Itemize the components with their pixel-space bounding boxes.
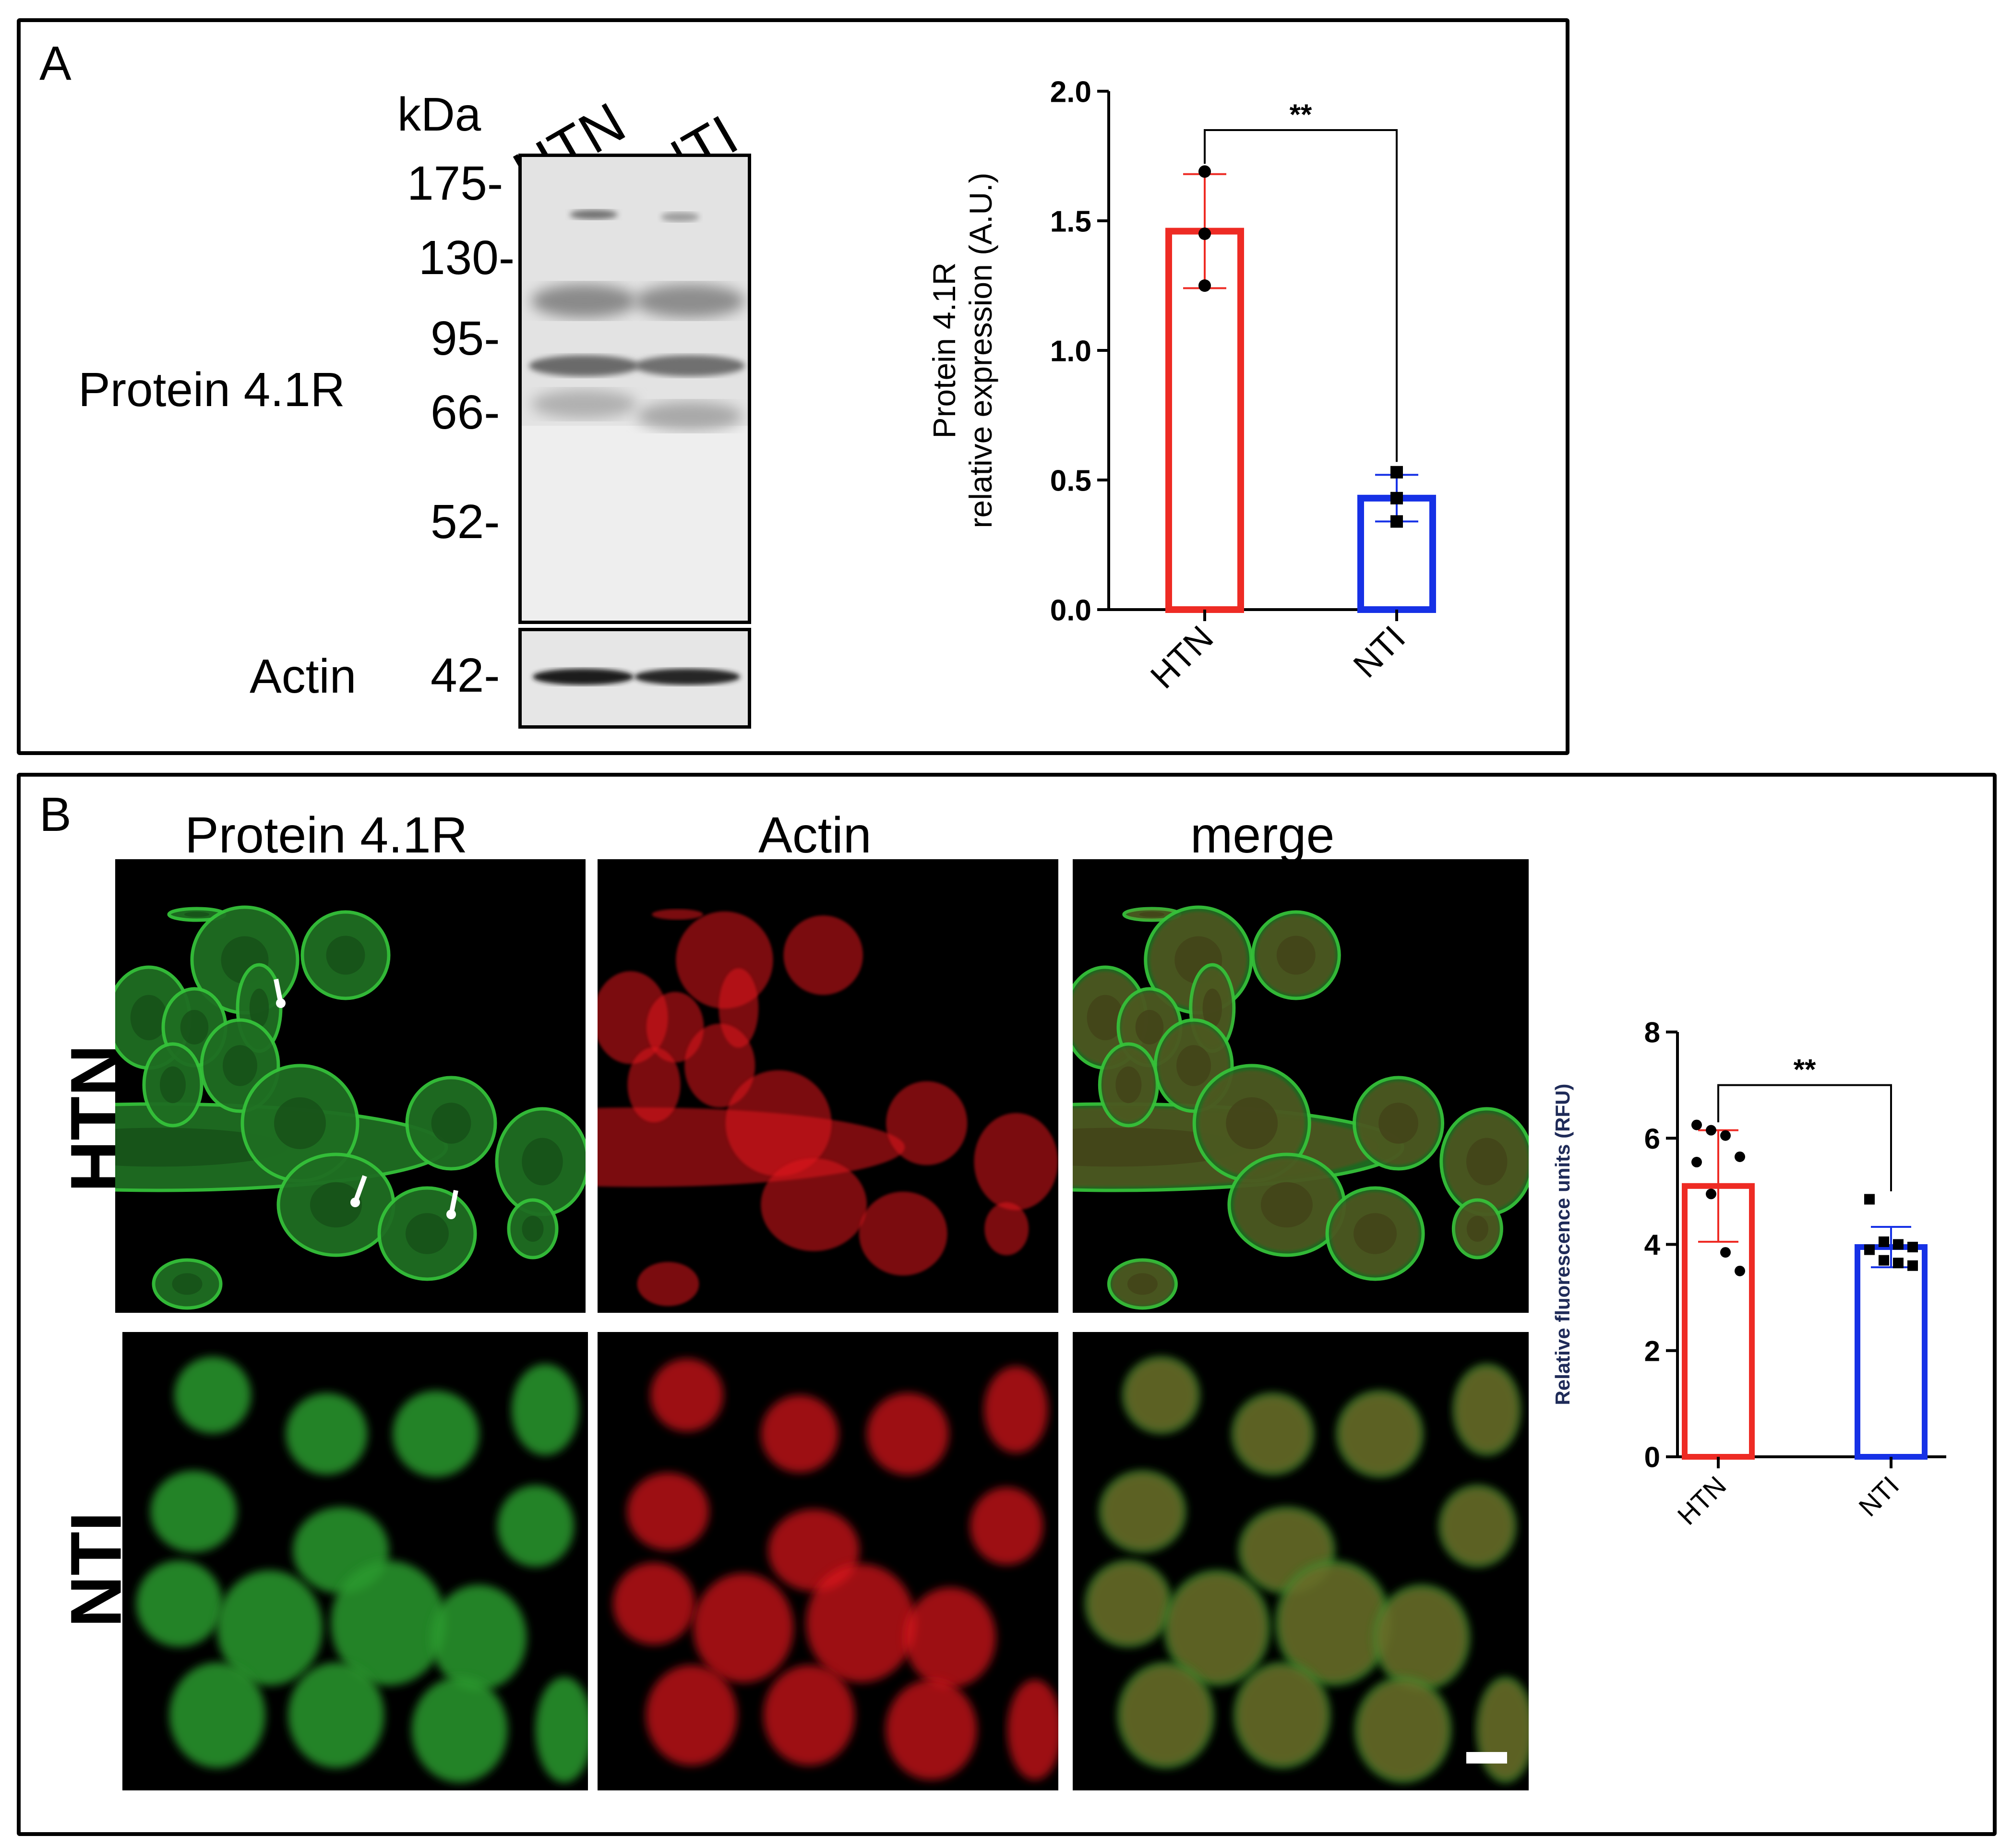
x-tick-label: NTI — [1346, 619, 1413, 685]
data-point — [1720, 1247, 1731, 1258]
data-point — [1390, 466, 1403, 479]
micrograph-nti-actin — [598, 1332, 1058, 1790]
y-tick-label: 4 — [1644, 1229, 1661, 1261]
data-point — [1907, 1242, 1918, 1253]
y-tick-label: 6 — [1644, 1123, 1660, 1155]
y-tick-label: 0.5 — [1050, 464, 1091, 497]
significance-label: ** — [1290, 98, 1312, 131]
data-point — [1907, 1260, 1918, 1271]
data-point — [1198, 228, 1211, 240]
marker-130: 130- — [419, 231, 515, 285]
kda-label: kDa — [397, 88, 481, 141]
panel-b — [17, 773, 1997, 1836]
data-point — [1198, 279, 1211, 292]
panel-a-letter: A — [39, 36, 72, 90]
blot-label-protein: Protein 4.1R — [78, 363, 345, 417]
y-tick-label: 2.0 — [1050, 75, 1091, 108]
micrograph-htn-protein — [115, 859, 586, 1313]
data-point — [1879, 1236, 1889, 1247]
micrograph-htn-merge — [1073, 859, 1529, 1313]
panel-a — [17, 18, 1569, 755]
y-axis-label: Relative fluorescence units (RFU) — [1551, 1084, 1574, 1405]
blot-label-actin: Actin — [250, 649, 357, 703]
western-blot-protein — [518, 154, 751, 624]
y-axis-label: Protein 4.1R — [926, 263, 962, 439]
data-point — [1893, 1239, 1904, 1250]
western-blot-actin — [518, 628, 751, 729]
marker-95: 95- — [431, 312, 500, 365]
y-tick-label: 1.5 — [1050, 205, 1091, 238]
x-tick-label: HTN — [1143, 619, 1221, 696]
micrograph-nti-merge — [1073, 1332, 1529, 1790]
marker-52: 52- — [431, 495, 500, 549]
data-point — [1864, 1194, 1875, 1205]
data-point — [1720, 1130, 1731, 1141]
bar-chart-fluorescence: 0 2 4 6 8 Relative fluorescence units (RFU) HT… — [1551, 1017, 1946, 1531]
y-tick-label: 0.0 — [1050, 594, 1091, 627]
data-point — [1879, 1255, 1889, 1266]
column-label-actin: Actin — [758, 807, 872, 864]
arrow-head — [446, 1210, 456, 1219]
data-point — [1864, 1244, 1875, 1255]
x-tick-label: NTI — [1853, 1470, 1904, 1522]
data-point — [1390, 515, 1403, 528]
data-point — [1735, 1265, 1745, 1276]
bar-chart-western-quantification: 0.0 0.5 1.0 1.5 2.0 Protein 4.1R relative expr… — [926, 75, 1436, 696]
micrograph-htn-actin — [598, 859, 1058, 1313]
bar-nti — [1855, 1244, 1928, 1460]
significance-bracket — [1204, 129, 1398, 462]
arrow-head — [276, 998, 286, 1008]
data-point — [1390, 492, 1403, 504]
column-label-protein: Protein 4.1R — [185, 807, 468, 864]
y-axis-label: relative expression (A.U.) — [963, 173, 998, 528]
significance-bracket — [1717, 1084, 1892, 1191]
marker-42: 42- — [431, 648, 500, 702]
arrow-head — [350, 1198, 360, 1207]
data-point — [1691, 1157, 1702, 1168]
y-tick-label: 8 — [1644, 1017, 1660, 1049]
data-point — [1691, 1119, 1702, 1130]
marker-66: 66- — [431, 385, 500, 439]
column-label-merge: merge — [1190, 807, 1335, 864]
data-point — [1706, 1125, 1716, 1136]
data-point — [1735, 1151, 1745, 1162]
marker-175: 175- — [407, 156, 503, 210]
data-point — [1706, 1188, 1716, 1200]
y-tick-label: 2 — [1644, 1335, 1660, 1367]
data-point — [1198, 165, 1211, 178]
significance-label: ** — [1794, 1054, 1816, 1086]
panel-b-letter: B — [39, 788, 72, 841]
x-tick-label: HTN — [1672, 1470, 1732, 1531]
scale-bar — [1466, 1752, 1507, 1764]
y-tick-label: 0 — [1644, 1441, 1660, 1474]
data-point — [1893, 1258, 1904, 1269]
y-tick-label: 1.0 — [1050, 335, 1091, 368]
micrograph-nti-protein — [122, 1332, 588, 1790]
